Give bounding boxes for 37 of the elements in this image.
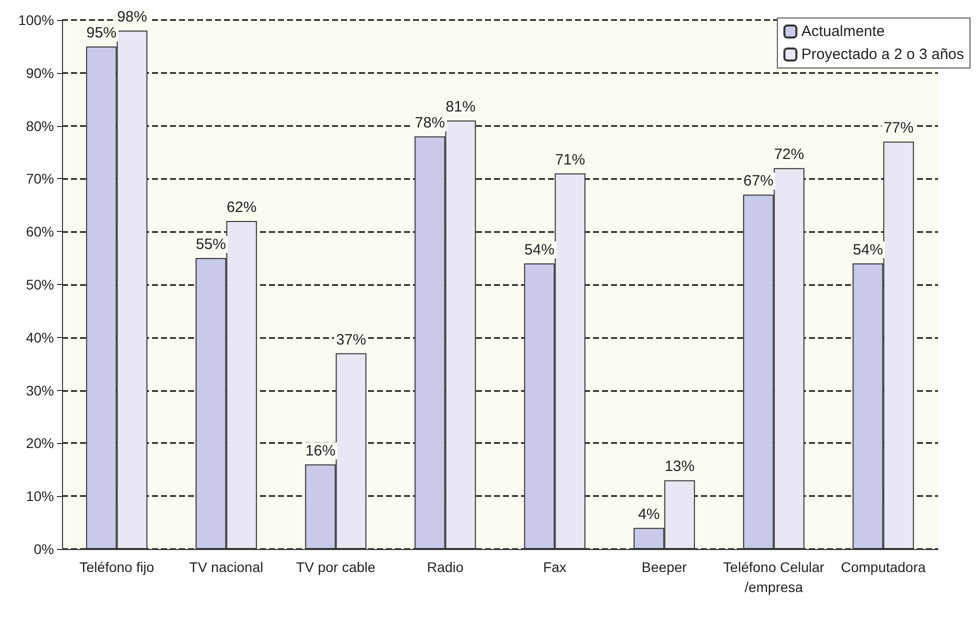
data-label: 4% — [638, 506, 660, 523]
data-label: 98% — [117, 8, 148, 26]
y-tick-label: 100% — [18, 12, 54, 28]
x-tick-label: Teléfono fijo — [79, 559, 154, 575]
data-label: 37% — [336, 331, 366, 348]
data-label: 55% — [196, 236, 226, 254]
y-tick-label: 20% — [26, 435, 54, 452]
y-tick-label: 40% — [26, 329, 54, 346]
data-label: 54% — [524, 241, 554, 258]
data-label: 13% — [664, 458, 695, 476]
x-tick-label: Fax — [543, 559, 566, 575]
data-label: 71% — [555, 151, 586, 168]
x-tick-label: TV por cable — [296, 559, 376, 575]
y-tick-label: 80% — [26, 118, 54, 134]
y-tick-label: 50% — [26, 276, 54, 292]
data-label: 67% — [743, 172, 774, 190]
x-tick-label: Radio — [426, 559, 464, 575]
x-tick-label: TV nacional — [189, 559, 264, 575]
y-tick-label: 10% — [26, 488, 54, 504]
data-label: 95% — [86, 24, 116, 42]
data-label: 54% — [852, 241, 883, 258]
data-label: 16% — [305, 442, 336, 460]
x-tick-label: Computadora — [840, 559, 926, 575]
x-tick-label: Teléfono Celular/empresa — [723, 559, 825, 595]
data-label: 72% — [774, 146, 804, 164]
y-tick-label: 30% — [26, 382, 54, 398]
data-label: 77% — [884, 120, 914, 137]
y-tick-label: 0% — [34, 541, 54, 557]
data-label: 78% — [414, 114, 445, 132]
data-label: 62% — [226, 199, 257, 216]
legend-label: Actualmente — [801, 23, 885, 40]
y-tick-label: 90% — [26, 64, 54, 81]
y-tick-label: 70% — [26, 170, 54, 187]
x-tick-label: Beeper — [642, 559, 688, 575]
y-tick-label: 60% — [26, 224, 54, 240]
data-label: 81% — [446, 98, 476, 116]
legend-label: Proyectado a 2 o 3 años — [801, 46, 964, 63]
